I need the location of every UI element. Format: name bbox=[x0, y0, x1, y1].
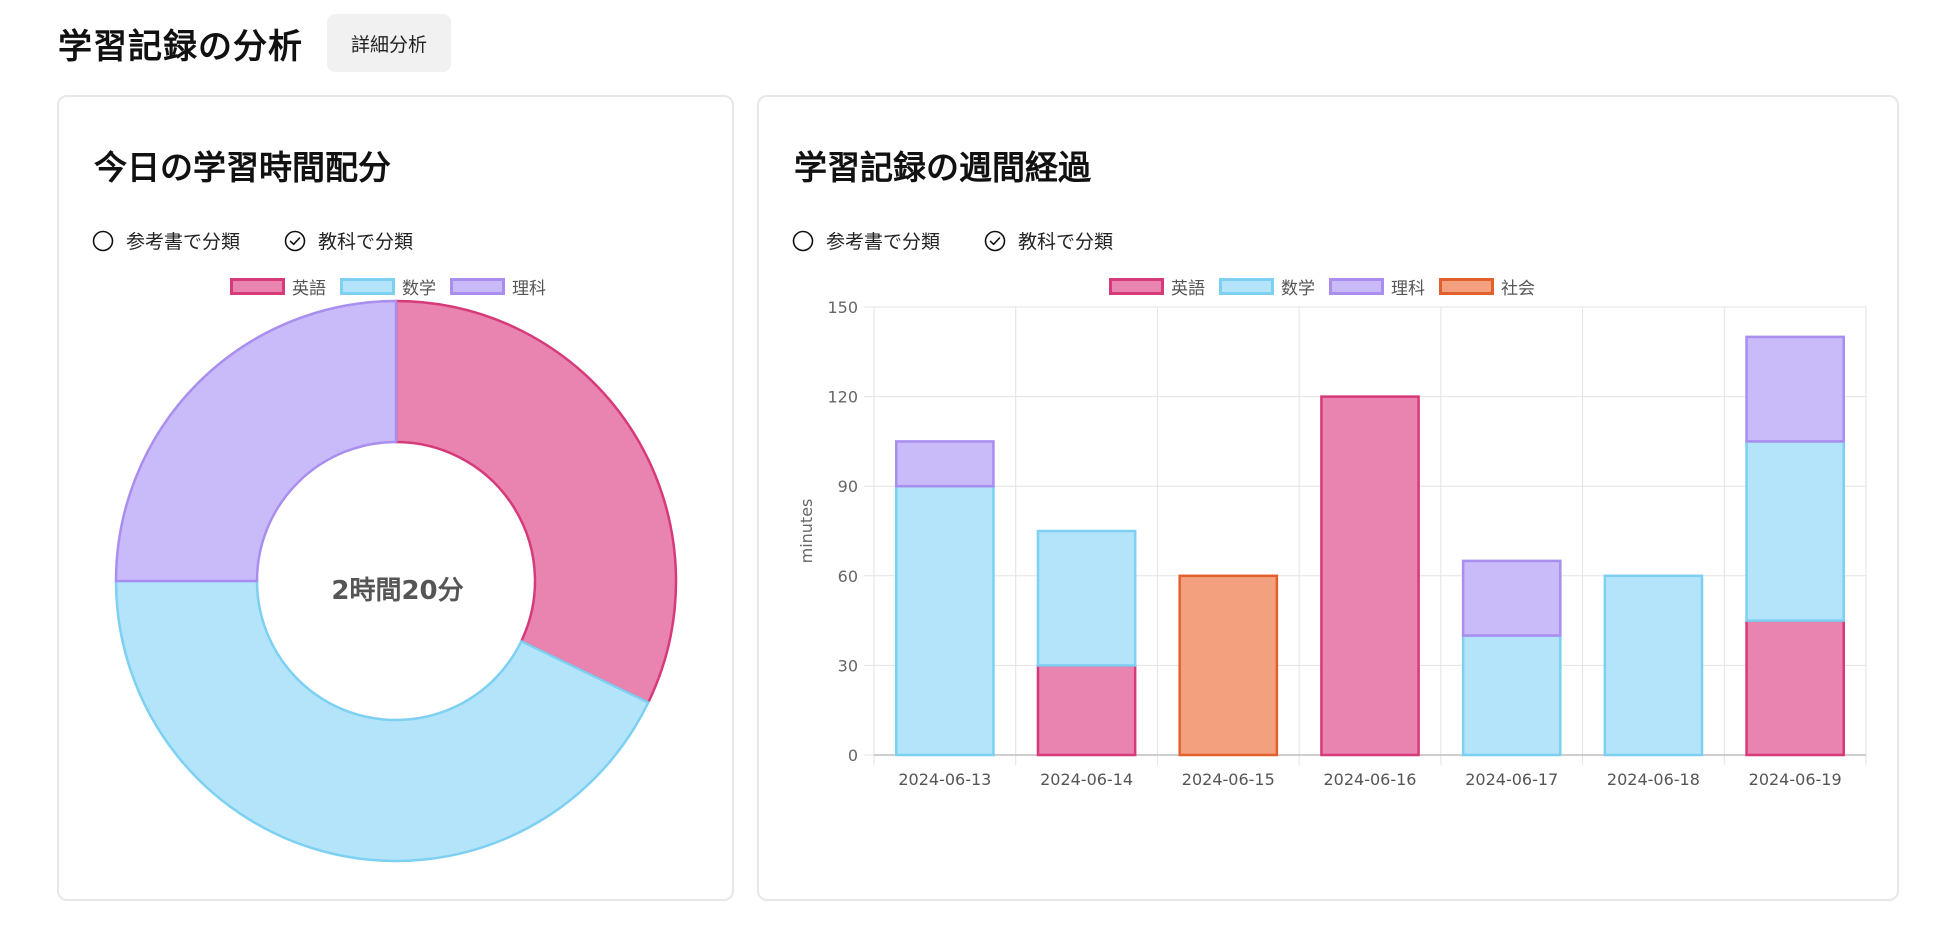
bar-segment-2024-06-19-理科[interactable] bbox=[1745, 335, 1845, 443]
stacked-bar-chart: 0 30 60 90 120 150 minutes 2024-06-13 2024-06-14… bbox=[797, 298, 1867, 789]
legend-swatch bbox=[340, 278, 395, 295]
bar-segment-2024-06-13-数学[interactable] bbox=[895, 484, 995, 757]
legend-label: 理科 bbox=[1391, 279, 1425, 299]
radio-option-by-book[interactable]: 参考書で分類 bbox=[792, 227, 940, 254]
y-tick-label: 30 bbox=[838, 656, 858, 675]
donut-legend: 英語 数学 理科 bbox=[230, 274, 560, 299]
bar-segment-2024-06-16-英語[interactable] bbox=[1320, 395, 1420, 757]
bar-legend: 英語 数学 理科 社会 bbox=[1109, 274, 1549, 299]
legend-item[interactable]: 理科 bbox=[450, 274, 546, 299]
y-tick-label: 0 bbox=[848, 746, 858, 765]
radio-option-by-subject[interactable]: 教科で分類 bbox=[984, 227, 1113, 254]
detail-analysis-button[interactable]: 詳細分析 bbox=[327, 14, 451, 72]
y-tick-label: 120 bbox=[827, 388, 858, 407]
radio-unchecked-icon[interactable] bbox=[792, 230, 814, 252]
radio-option-by-book[interactable]: 参考書で分類 bbox=[92, 227, 240, 254]
legend-item[interactable]: 英語 bbox=[1109, 274, 1205, 299]
x-tick-label: 2024-06-13 bbox=[898, 770, 991, 789]
x-tick-label: 2024-06-17 bbox=[1465, 770, 1558, 789]
radio-unchecked-icon[interactable] bbox=[92, 230, 114, 252]
donut-center-label: 2時間20分 bbox=[331, 576, 464, 606]
legend-label: 社会 bbox=[1501, 279, 1535, 299]
legend-item[interactable]: 理科 bbox=[1329, 274, 1425, 299]
legend-item[interactable]: 社会 bbox=[1439, 274, 1535, 299]
bar-segment-2024-06-15-社会[interactable] bbox=[1178, 574, 1279, 757]
donut-slice-理科[interactable] bbox=[114, 299, 398, 583]
radio-label: 参考書で分類 bbox=[126, 231, 241, 253]
card-title: 学習記録の週間経過 bbox=[794, 148, 1091, 187]
bar-segment-2024-06-14-数学[interactable] bbox=[1036, 529, 1137, 667]
x-tick-label: 2024-06-14 bbox=[1040, 770, 1133, 789]
y-tick-label: 150 bbox=[827, 298, 858, 317]
legend-label: 理科 bbox=[512, 279, 546, 299]
legend-swatch bbox=[450, 278, 505, 295]
donut-slice-英語[interactable] bbox=[394, 299, 678, 705]
bar-segment-2024-06-18-数学[interactable] bbox=[1603, 574, 1704, 757]
legend-item[interactable]: 数学 bbox=[1219, 274, 1315, 299]
classification-radio-group: 参考書で分類 教科で分類 bbox=[92, 227, 457, 254]
donut-chart bbox=[114, 299, 678, 863]
x-tick-label: 2024-06-19 bbox=[1749, 770, 1842, 789]
bar-segment-2024-06-14-英語[interactable] bbox=[1036, 664, 1137, 757]
legend-swatch bbox=[1219, 278, 1274, 295]
daily-distribution-card: 今日の学習時間配分 参考書で分類 教科で分類 英語 数学 理科 2時間20分 bbox=[57, 95, 734, 901]
legend-label: 数学 bbox=[402, 279, 436, 299]
legend-label: 英語 bbox=[1171, 279, 1205, 299]
weekly-progress-card: 学習記録の週間経過 参考書で分類 教科で分類 英語 数学 理科 社会 0 30 60 90 1… bbox=[757, 95, 1899, 901]
legend-label: 数学 bbox=[1281, 279, 1315, 299]
bar-segment-2024-06-19-数学[interactable] bbox=[1745, 440, 1845, 622]
x-tick-label: 2024-06-15 bbox=[1182, 770, 1275, 789]
legend-swatch bbox=[230, 278, 285, 295]
legend-item[interactable]: 数学 bbox=[340, 274, 436, 299]
radio-option-by-subject[interactable]: 教科で分類 bbox=[284, 227, 413, 254]
legend-label: 英語 bbox=[292, 279, 326, 299]
bar-segment-2024-06-13-理科[interactable] bbox=[895, 440, 995, 488]
x-tick-label: 2024-06-16 bbox=[1324, 770, 1417, 789]
radio-label: 教科で分類 bbox=[318, 231, 414, 253]
classification-radio-group: 参考書で分類 教科で分類 bbox=[792, 227, 1157, 254]
radio-label: 教科で分類 bbox=[1018, 231, 1114, 253]
y-axis-label: minutes bbox=[797, 499, 816, 564]
bar-segment-2024-06-17-理科[interactable] bbox=[1461, 559, 1562, 637]
radio-checked-icon[interactable] bbox=[984, 230, 1006, 252]
y-tick-label: 90 bbox=[838, 477, 858, 496]
radio-label: 参考書で分類 bbox=[826, 231, 941, 253]
x-tick-label: 2024-06-18 bbox=[1607, 770, 1700, 789]
donut-slice-数学[interactable] bbox=[114, 579, 650, 863]
legend-swatch bbox=[1109, 278, 1164, 295]
radio-checked-icon[interactable] bbox=[284, 230, 306, 252]
card-title: 今日の学習時間配分 bbox=[94, 148, 391, 187]
legend-swatch bbox=[1329, 278, 1384, 295]
bar-segment-2024-06-19-英語[interactable] bbox=[1745, 619, 1845, 757]
y-tick-label: 60 bbox=[838, 567, 858, 586]
page-header: 学習記録の分析 詳細分析 bbox=[58, 14, 451, 72]
legend-swatch bbox=[1439, 278, 1494, 295]
legend-item[interactable]: 英語 bbox=[230, 274, 326, 299]
bar-segment-2024-06-17-数学[interactable] bbox=[1461, 634, 1562, 757]
page-title: 学習記録の分析 bbox=[58, 26, 303, 67]
